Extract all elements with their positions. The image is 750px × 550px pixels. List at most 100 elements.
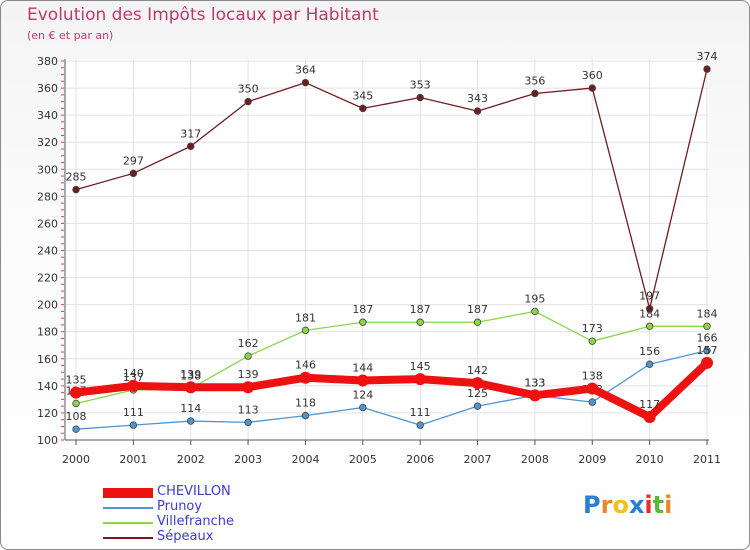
y-tick-label: 140 xyxy=(37,380,58,393)
y-tick-label: 380 xyxy=(37,55,58,68)
data-label-villefranche: 162 xyxy=(238,337,259,350)
data-label-s-peaux: 345 xyxy=(352,89,373,102)
data-label-prunoy: 166 xyxy=(697,332,718,345)
data-label-chevillon: 140 xyxy=(123,367,144,380)
data-point-s-peaux xyxy=(129,169,138,178)
y-tick-label: 260 xyxy=(37,217,58,230)
data-label-prunoy: 133 xyxy=(524,376,545,389)
data-point-chevillon xyxy=(184,381,197,394)
logo-letter: o xyxy=(612,491,629,519)
chart-subtitle: (en € et par an) xyxy=(27,29,114,42)
y-tick-label: 360 xyxy=(37,82,58,95)
data-point-prunoy xyxy=(588,398,596,406)
data-point-prunoy xyxy=(187,417,195,425)
x-tick-label: 2002 xyxy=(177,453,205,466)
data-point-villefranche xyxy=(473,318,482,326)
data-point-villefranche xyxy=(588,337,596,345)
x-tick-label: 2003 xyxy=(234,453,262,466)
logo-letter: i xyxy=(664,491,673,519)
data-point-prunoy xyxy=(129,421,138,429)
data-point-villefranche xyxy=(645,322,654,330)
legend-label-chevillon: CHEVILLON xyxy=(157,484,231,499)
data-label-s-peaux: 353 xyxy=(410,79,431,92)
data-label-s-peaux: 350 xyxy=(238,83,259,96)
x-tick-label: 2008 xyxy=(521,453,549,466)
x-tick-label: 2000 xyxy=(62,453,90,466)
x-tick-label: 2009 xyxy=(578,453,606,466)
y-tick-label: 340 xyxy=(37,109,58,122)
data-label-prunoy: 114 xyxy=(180,402,201,415)
data-label-s-peaux: 285 xyxy=(66,171,87,184)
data-point-chevillon xyxy=(528,389,541,402)
y-tick-label: 200 xyxy=(37,299,58,312)
data-point-chevillon xyxy=(356,374,369,387)
legend-swatch-chevillon xyxy=(103,488,153,498)
data-label-villefranche: 137 xyxy=(123,371,144,384)
data-label-villefranche: 187 xyxy=(467,303,488,316)
data-label-chevillon: 139 xyxy=(238,368,259,381)
data-label-prunoy: 111 xyxy=(410,406,431,419)
x-tick-label: 2011 xyxy=(693,453,721,466)
logo-letter: r xyxy=(600,491,613,519)
data-label-prunoy: 111 xyxy=(123,406,144,419)
data-point-villefranche xyxy=(359,318,367,326)
legend-item-sepeaux: Sépeaux xyxy=(103,529,303,545)
data-label-chevillon: 145 xyxy=(410,360,431,373)
data-point-villefranche xyxy=(301,326,310,335)
data-label-villefranche: 184 xyxy=(697,307,718,320)
data-label-villefranche: 187 xyxy=(352,303,373,316)
y-tick-label: 120 xyxy=(37,407,58,420)
proxiti-logo: Proxiti xyxy=(583,491,672,519)
data-point-prunoy xyxy=(301,411,310,420)
legend-item-chevillon: CHEVILLON xyxy=(103,484,303,500)
data-point-villefranche xyxy=(244,352,252,360)
data-point-prunoy xyxy=(703,346,711,355)
x-tick-label: 2007 xyxy=(464,453,492,466)
x-tick-label: 2001 xyxy=(119,453,147,466)
data-label-prunoy: 156 xyxy=(639,345,660,358)
data-point-s-peaux xyxy=(416,93,424,102)
data-point-prunoy xyxy=(244,418,252,427)
data-label-villefranche: 138 xyxy=(180,370,201,383)
data-point-prunoy xyxy=(72,425,80,433)
data-label-villefranche: 184 xyxy=(639,307,660,320)
data-point-s-peaux xyxy=(645,305,654,313)
data-label-villefranche: 181 xyxy=(295,311,316,324)
legend-swatch-sepeaux xyxy=(103,537,153,539)
data-point-chevillon xyxy=(701,356,713,369)
data-label-prunoy: 113 xyxy=(238,403,259,416)
data-point-chevillon xyxy=(299,371,312,384)
data-label-chevillon: 117 xyxy=(639,398,660,411)
y-tick-label: 160 xyxy=(37,353,58,366)
legend-swatch-prunoy xyxy=(103,507,153,509)
data-label-s-peaux: 360 xyxy=(582,69,603,82)
data-point-s-peaux xyxy=(359,104,367,113)
data-label-prunoy: 125 xyxy=(467,387,488,400)
data-label-chevillon: 138 xyxy=(582,370,603,383)
legend-label-villefranche: Villefranche xyxy=(157,514,234,529)
legend-item-prunoy: Prunoy xyxy=(103,499,303,515)
data-label-chevillon: 157 xyxy=(697,344,718,357)
data-point-s-peaux xyxy=(531,89,539,98)
data-point-villefranche xyxy=(416,318,424,326)
data-label-chevillon: 135 xyxy=(66,374,87,387)
data-point-chevillon xyxy=(127,379,140,392)
data-point-chevillon xyxy=(70,386,82,399)
data-point-chevillon xyxy=(242,381,255,394)
data-label-s-peaux: 197 xyxy=(639,290,660,303)
data-label-chevillon: 142 xyxy=(467,364,488,377)
legend-swatch-villefranche xyxy=(103,522,153,524)
data-label-chevillon: 144 xyxy=(352,361,373,374)
data-label-villefranche: 173 xyxy=(582,322,603,335)
data-point-s-peaux xyxy=(473,107,482,115)
data-point-s-peaux xyxy=(72,185,80,194)
data-point-s-peaux xyxy=(244,97,252,106)
data-point-villefranche xyxy=(703,322,711,330)
logo-letter: t xyxy=(652,491,665,519)
y-tick-label: 320 xyxy=(37,136,58,149)
logo-letter: x xyxy=(628,491,645,519)
y-tick-label: 300 xyxy=(37,163,58,176)
data-point-s-peaux xyxy=(588,84,596,92)
